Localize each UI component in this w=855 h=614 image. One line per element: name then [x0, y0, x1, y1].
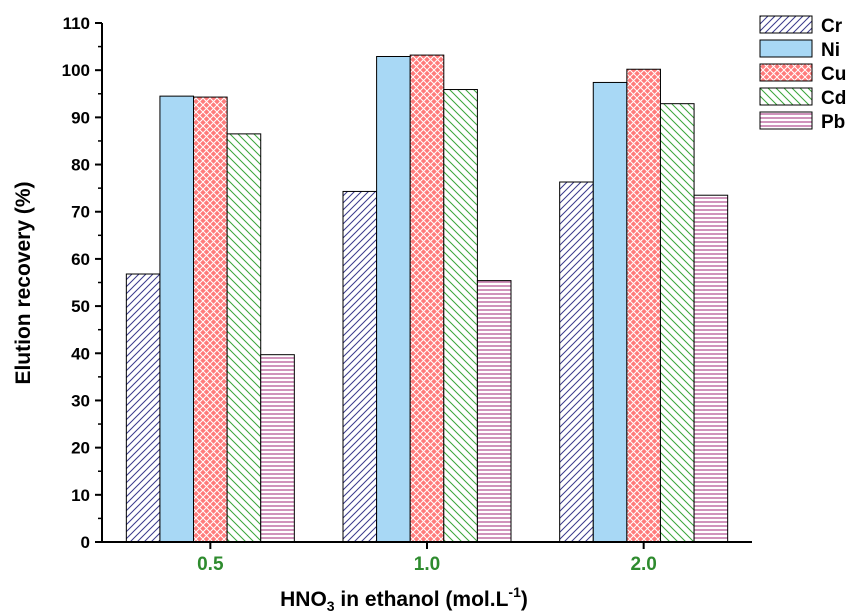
x-tick-label: 1.0 [414, 554, 440, 575]
x-axis-title-end: ) [521, 588, 528, 611]
x-tick-label: 2.0 [630, 554, 656, 575]
bar-cu-2_0 [626, 68, 661, 543]
y-tick-label: 40 [71, 344, 90, 363]
legend-swatch-pb [759, 111, 813, 130]
y-axis-title: Elution recovery (%) [12, 181, 35, 384]
y-tick-label: 10 [71, 486, 90, 505]
legend-label-cr: Cr [821, 16, 843, 37]
bar-pb-2_0 [693, 194, 729, 543]
y-tick-label: 60 [71, 250, 90, 269]
bar-pb-1_0 [476, 280, 512, 543]
legend-swatch-cd [759, 87, 813, 106]
bar-cd-2_0 [659, 103, 695, 543]
x-axis-title: HNO3 in ethanol (mol.L-1) [280, 584, 528, 614]
bar-cu-1_0 [409, 54, 445, 543]
legend-swatch-cu [759, 63, 813, 82]
y-tick-label: 80 [71, 156, 90, 175]
bar-ni-2_0 [592, 81, 628, 543]
legend-swatch-ni [759, 39, 813, 58]
y-tick-label: 50 [71, 297, 90, 316]
legend-swatch-cr [759, 15, 813, 34]
y-tick-label: 0 [81, 533, 90, 552]
bar-cd-1_0 [443, 89, 478, 543]
x-axis-title-main: HNO [280, 588, 327, 611]
bar-cr-2_0 [559, 181, 594, 543]
legend-label-cu: Cu [821, 64, 846, 85]
bars-layer [125, 54, 729, 543]
axes-layer: 0 10 20 30 40 50 60 70 80 90 100 110 0.5 1.0 2.0 [62, 14, 752, 575]
legend-label-pb: Pb [821, 112, 845, 133]
bar-pb-0_5 [260, 354, 295, 543]
bar-cd-0_5 [226, 133, 262, 543]
bar-ni-1_0 [376, 55, 411, 543]
y-tick-label: 90 [71, 108, 90, 127]
y-tick-label: 30 [71, 391, 90, 410]
x-axis-title-superscript: -1 [508, 584, 521, 600]
legend-label-cd: Cd [821, 88, 846, 109]
bar-cr-1_0 [342, 190, 378, 543]
x-tick-label: 0.5 [197, 554, 224, 575]
legend: Cr Ni Cu Cd Pb [759, 15, 846, 133]
bar-cu-0_5 [193, 96, 228, 543]
bar-cr-0_5 [125, 273, 161, 543]
bar-ni-0_5 [159, 95, 195, 543]
x-axis-title-subscript: 3 [327, 598, 335, 614]
x-axis-title-rest: in ethanol (mol.L [335, 588, 509, 611]
y-tick-label: 100 [62, 61, 90, 80]
y-tick-label: 70 [71, 203, 90, 222]
y-tick-label: 110 [63, 14, 90, 33]
legend-label-ni: Ni [821, 40, 840, 61]
y-tick-label: 20 [71, 439, 90, 458]
